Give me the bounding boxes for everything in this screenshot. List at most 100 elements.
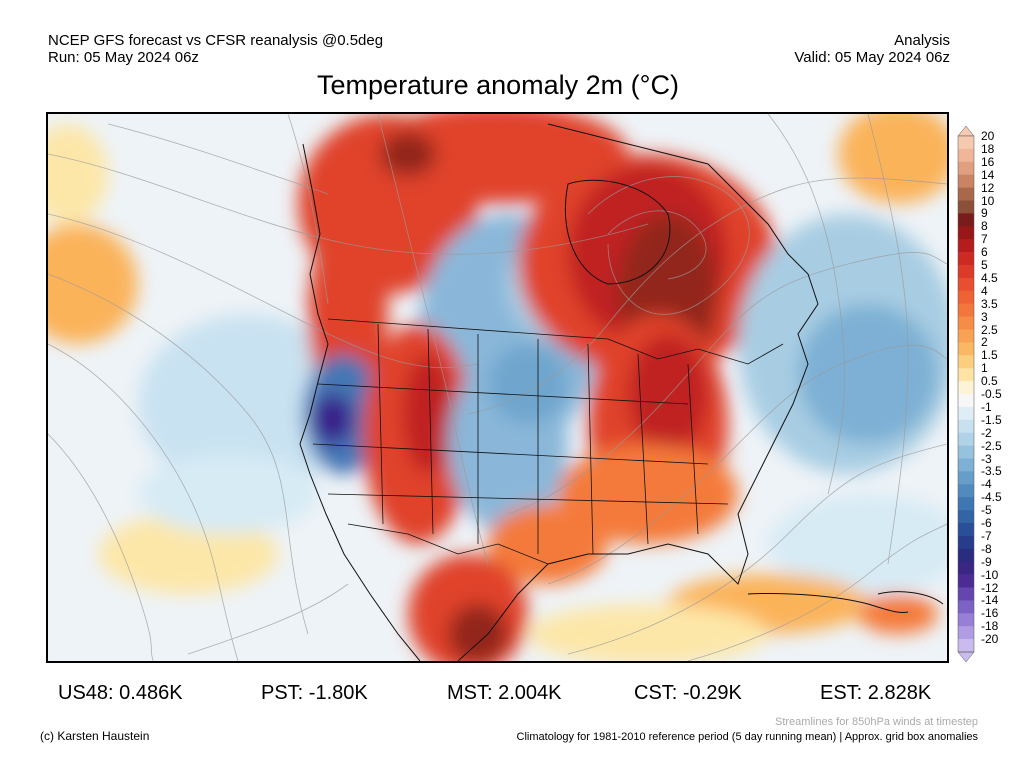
- hispaniola-outline: [877, 591, 944, 605]
- central-us-cool-core: [488, 344, 568, 424]
- run-time: Run: 05 May 2024 06z: [48, 49, 199, 66]
- us-canada-border: [327, 318, 784, 365]
- streamline: [187, 583, 349, 655]
- colorbar-label: 5: [981, 258, 988, 272]
- colorbar-swatch: [958, 587, 974, 601]
- colorbar-swatch: [958, 136, 974, 150]
- colorbar-swatch: [958, 510, 974, 524]
- colorbar-swatch: [958, 290, 974, 304]
- streamline-note: Streamlines for 850hPa winds at timestep: [775, 716, 978, 728]
- state-borders: [377, 323, 699, 555]
- colorbar-label: 3: [981, 309, 988, 324]
- map-canvas: [48, 114, 947, 661]
- colorbar-label: 14: [981, 167, 995, 182]
- anomaly-field: [48, 114, 947, 661]
- colorbar-swatch: [958, 316, 974, 330]
- credit: (c) Karsten Haustein: [40, 729, 150, 743]
- colorbar-scale: [957, 126, 975, 662]
- streamline: [107, 123, 329, 195]
- streamline: [48, 213, 479, 368]
- streamline: [48, 273, 309, 635]
- colorbar-swatch: [958, 213, 974, 227]
- colorbar-swatch: [958, 535, 974, 550]
- colorbar-label: -2.5: [981, 438, 1002, 453]
- stat-pst: PST: -1.80K: [261, 682, 368, 704]
- streamline: [467, 177, 947, 415]
- borders: [312, 318, 784, 565]
- colorbar-swatch: [958, 523, 974, 537]
- intermountain-hot: [403, 354, 453, 474]
- colorbar-label: 8: [981, 219, 988, 234]
- colorbar-label: -4.5: [981, 490, 1002, 505]
- north-canada-hot: [380, 132, 436, 176]
- colorbar-label: -7: [981, 528, 992, 543]
- pacific-warm-patch: [48, 124, 108, 224]
- state-borders: [312, 383, 729, 505]
- colorbar-label: 0.5: [981, 374, 998, 389]
- colorbar-swatch: [958, 419, 974, 433]
- colorbar-swatch: [958, 561, 974, 575]
- colorbar-label: 4.5: [981, 270, 998, 285]
- colorbar-swatch: [958, 626, 974, 640]
- colorbar-swatch: [958, 471, 974, 485]
- stat-cst: CST: -0.29K: [634, 682, 742, 704]
- colorbar-swatch: [958, 432, 974, 446]
- colorbar-swatch: [958, 226, 974, 240]
- analysis-label: Analysis: [894, 32, 950, 49]
- colorbar-swatch: [958, 600, 974, 614]
- colorbar-label: -3: [981, 451, 992, 466]
- colorbar-label: 10: [981, 193, 995, 208]
- colorbar-label: 18: [981, 141, 995, 156]
- stat-est: EST: 2.828K: [820, 682, 932, 704]
- caribbean-warm: [858, 594, 938, 634]
- mexico-hot: [448, 604, 508, 661]
- colorbar-swatch: [958, 187, 974, 201]
- model-run-title: NCEP GFS forecast vs CFSR reanalysis @0.…: [48, 32, 384, 49]
- coastlines: [299, 123, 944, 661]
- colorbar-swatch: [958, 381, 974, 395]
- colorbar-label: 1.5: [981, 348, 998, 363]
- colorbar-swatch: [958, 394, 974, 408]
- colorbar-label: -0.5: [981, 387, 1002, 401]
- page-title: Temperature anomaly 2m (°C): [317, 70, 679, 100]
- valid-time: Valid: 05 May 2024 06z: [794, 49, 950, 66]
- colorbar-swatch: [958, 368, 974, 382]
- valid-info: Analysis Valid: 05 May 2024 06z: [794, 32, 950, 66]
- streamline: [587, 176, 750, 315]
- colorbar-swatch: [958, 613, 974, 627]
- colorbar-swatch: [958, 265, 974, 279]
- colorbar-swatch: [958, 484, 974, 498]
- streamline: [377, 114, 489, 565]
- stat-us48: US48: 0.486K: [58, 682, 183, 704]
- colorbar-label: 12: [981, 180, 995, 195]
- colorbar-label: 7: [981, 232, 988, 247]
- streamlines: [48, 114, 947, 661]
- colorbar-label: -5: [981, 503, 992, 518]
- colorbar-swatch: [958, 497, 974, 511]
- hudson-bay-outline: [564, 179, 671, 285]
- pacific-cool-band: [138, 454, 318, 534]
- colorbar-swatch: [958, 200, 974, 214]
- colorbar-label: 2: [981, 335, 988, 350]
- pacific-coastline: [299, 143, 421, 661]
- colorbar-swatch: [958, 303, 974, 317]
- pacific-warm-patch: [48, 224, 138, 344]
- colorbar-label: -18: [981, 619, 999, 634]
- colorbar-label: 2.5: [981, 322, 998, 337]
- cuba-outline: [747, 592, 909, 613]
- colorbar-swatch: [958, 355, 974, 369]
- streamline: [287, 114, 329, 305]
- colorbar-label: -20: [981, 632, 999, 647]
- colorbar-label: -4: [981, 477, 992, 492]
- gulf-warm: [528, 604, 768, 661]
- climatology-note: Climatology for 1981-2010 reference peri…: [516, 731, 978, 743]
- colorbar-label: 1: [981, 361, 988, 376]
- colorbar-swatch: [958, 252, 974, 266]
- colorbar-swatch: [958, 406, 974, 421]
- colorbar-label: -8: [981, 541, 992, 556]
- colorbar-swatch: [958, 639, 974, 653]
- streamline: [48, 343, 239, 661]
- colorbar-label: 4: [981, 283, 988, 298]
- colorbar-label: 9: [981, 206, 988, 221]
- colorbar-swatch: [958, 174, 974, 188]
